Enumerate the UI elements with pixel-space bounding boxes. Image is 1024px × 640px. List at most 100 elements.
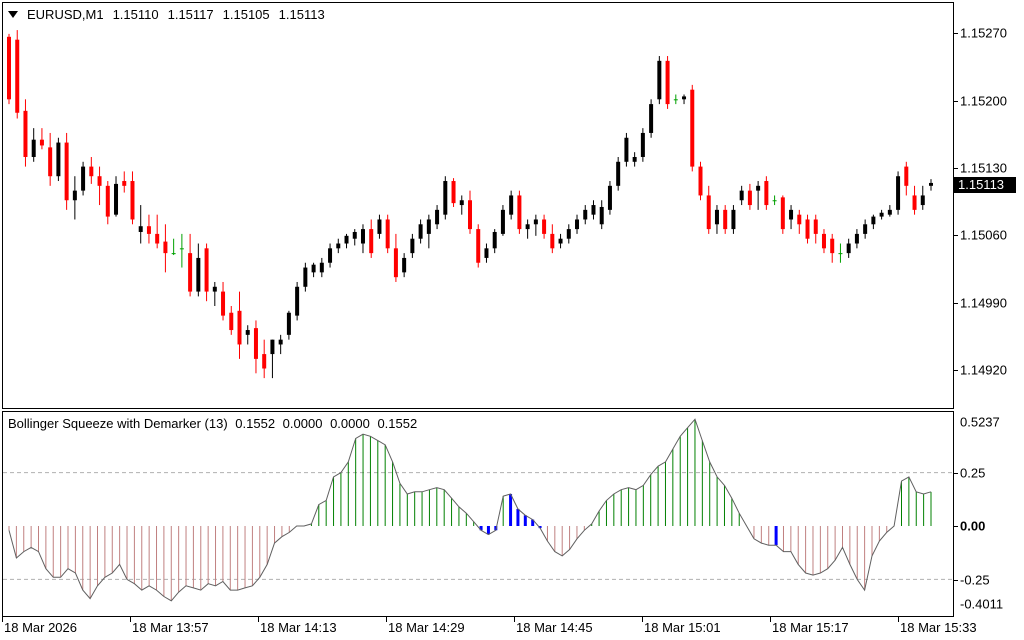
candle-body bbox=[607, 185, 612, 210]
candle bbox=[673, 94, 678, 105]
candle-body bbox=[772, 200, 777, 202]
candle bbox=[805, 214, 810, 244]
indicator-value-2: 0.0000 bbox=[282, 416, 323, 431]
candle-body bbox=[591, 205, 596, 215]
indicator-tick-mark bbox=[954, 526, 958, 527]
candle-body bbox=[756, 185, 761, 191]
time-axis[interactable]: 18 Mar 2026 18 Mar 13:57 18 Mar 14:13 18… bbox=[2, 617, 1024, 640]
indicator-histogram bbox=[3, 418, 953, 602]
indicator-axis[interactable]: 0.5237 0.25 0.00 -0.25 -0.4011 bbox=[954, 411, 1024, 617]
indicator-value-1: 0.1552 bbox=[235, 416, 276, 431]
candle-body bbox=[813, 219, 818, 234]
time-tick-mark bbox=[898, 617, 899, 622]
candle bbox=[114, 176, 119, 217]
indicator-axis-min-label: -0.4011 bbox=[960, 596, 1004, 612]
candle-body bbox=[846, 243, 851, 254]
candle bbox=[179, 233, 184, 268]
price-tick-mark bbox=[954, 101, 958, 102]
candle-body bbox=[550, 233, 555, 249]
candle bbox=[575, 214, 580, 234]
candle bbox=[558, 233, 563, 249]
candle-body bbox=[23, 110, 28, 157]
candle-body bbox=[525, 224, 530, 230]
candle-body bbox=[797, 214, 802, 225]
time-tick-mark bbox=[130, 617, 131, 622]
indicator-pane[interactable]: Bollinger Squeeze with Demarker (13) 0.1… bbox=[2, 411, 954, 617]
candle bbox=[468, 190, 472, 234]
candle-body bbox=[171, 253, 176, 255]
price-axis-label: 1.14920 bbox=[960, 362, 1007, 378]
current-price-label: 1.15113 bbox=[954, 177, 1016, 193]
candle bbox=[23, 99, 28, 167]
candle-body bbox=[566, 229, 571, 239]
symbol-timeframe: EURUSD,M1 bbox=[27, 7, 104, 22]
candle-body bbox=[657, 60, 662, 100]
candle-body bbox=[542, 219, 547, 234]
candle-body bbox=[245, 330, 250, 335]
indicator-value-4: 0.1552 bbox=[377, 416, 418, 431]
candle bbox=[97, 166, 102, 206]
time-tick-mark bbox=[770, 617, 771, 622]
candle bbox=[830, 233, 835, 263]
candle bbox=[756, 181, 761, 210]
candle-body bbox=[863, 224, 868, 234]
candle bbox=[863, 219, 868, 239]
chart-header: EURUSD,M1 1.15110 1.15117 1.15105 1.1511… bbox=[8, 7, 329, 22]
candle bbox=[295, 281, 300, 321]
candle bbox=[237, 291, 242, 359]
candle-body bbox=[887, 209, 892, 215]
candle bbox=[212, 281, 217, 307]
candle-body bbox=[632, 156, 637, 162]
time-axis-label: 18 Mar 15:17 bbox=[772, 620, 849, 635]
candle-body bbox=[336, 243, 341, 249]
candle bbox=[632, 152, 637, 167]
candle-body bbox=[64, 142, 69, 201]
candle-body bbox=[649, 104, 654, 133]
candle bbox=[155, 214, 160, 249]
candle-body bbox=[435, 209, 440, 225]
candle bbox=[188, 233, 193, 297]
candle bbox=[780, 195, 785, 234]
candle bbox=[245, 325, 250, 345]
candle-body bbox=[624, 137, 629, 162]
candle-body bbox=[221, 291, 226, 316]
candle-body bbox=[418, 224, 423, 239]
candle-body bbox=[583, 209, 588, 220]
candle-body bbox=[673, 99, 678, 101]
candle bbox=[739, 185, 744, 206]
candle bbox=[171, 238, 176, 256]
candle bbox=[146, 214, 151, 244]
candle bbox=[319, 257, 324, 278]
candle-body bbox=[451, 181, 456, 204]
candle-body bbox=[805, 219, 810, 239]
ohlc-low: 1.15105 bbox=[222, 7, 270, 22]
candle bbox=[887, 205, 892, 217]
candle bbox=[682, 94, 687, 105]
candle-body bbox=[879, 212, 884, 217]
candle bbox=[591, 200, 596, 220]
candle bbox=[607, 181, 612, 215]
candle bbox=[789, 205, 794, 230]
candle bbox=[550, 224, 555, 254]
candle-body bbox=[739, 190, 744, 201]
candle bbox=[846, 238, 851, 258]
candle-body bbox=[253, 328, 258, 359]
candle-body bbox=[904, 166, 909, 186]
candle bbox=[385, 214, 390, 254]
candle bbox=[221, 281, 226, 321]
candle bbox=[89, 156, 94, 184]
candle-body bbox=[509, 195, 514, 215]
candle bbox=[7, 33, 11, 105]
candle-body bbox=[328, 248, 333, 263]
candle bbox=[196, 243, 201, 297]
candle bbox=[443, 176, 448, 220]
chart-menu-triangle-icon[interactable] bbox=[8, 11, 18, 18]
price-chart-pane[interactable]: EURUSD,M1 1.15110 1.15117 1.15105 1.1511… bbox=[2, 2, 954, 409]
price-axis[interactable]: 1.15270 1.15200 1.15130 1.15060 1.14990 … bbox=[954, 2, 1024, 409]
time-tick-mark bbox=[2, 617, 3, 622]
candle bbox=[821, 229, 826, 254]
candle bbox=[904, 161, 909, 196]
candle bbox=[813, 214, 818, 244]
candle bbox=[912, 185, 917, 215]
candle bbox=[56, 137, 61, 182]
